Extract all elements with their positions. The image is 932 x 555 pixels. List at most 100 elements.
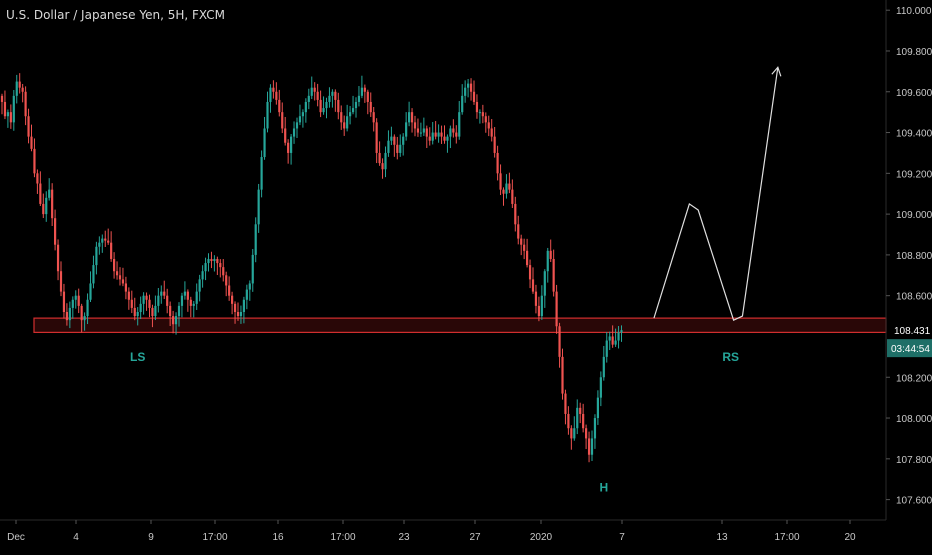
candle-body	[307, 95, 310, 102]
candle-body	[440, 132, 443, 137]
candle-body	[12, 95, 15, 123]
candle-body	[558, 326, 561, 357]
candle-body	[328, 95, 331, 102]
candle-body	[3, 101, 7, 117]
candle-body	[617, 332, 620, 341]
candle-body	[56, 244, 60, 272]
candle-body	[405, 122, 408, 137]
price-tick-label: 109.400	[896, 129, 932, 140]
candle-body	[514, 203, 517, 225]
candle-body	[198, 279, 201, 292]
candle-body	[254, 224, 257, 255]
time-tick-label: Dec	[7, 532, 25, 543]
candle-body	[387, 140, 390, 153]
candle-body	[127, 291, 130, 300]
candle-body	[490, 128, 493, 137]
candle-body	[245, 289, 248, 300]
candle-body	[110, 242, 113, 259]
candles	[0, 73, 623, 463]
candle-body	[363, 87, 366, 92]
candle-body	[537, 305, 540, 317]
candle-body	[207, 258, 210, 264]
price-tick-label: 110.000	[896, 6, 932, 17]
candle-body	[180, 295, 184, 306]
candle-body	[449, 128, 452, 137]
candle-body	[437, 132, 440, 137]
candle-body	[393, 136, 396, 145]
candle-body	[210, 258, 213, 262]
candle-body	[36, 173, 39, 184]
candle-body	[419, 132, 422, 134]
candle-body	[160, 291, 163, 296]
candle-body	[464, 87, 467, 96]
candle-body	[231, 295, 234, 304]
candle-body	[222, 267, 225, 276]
candle-body	[257, 189, 260, 225]
price-tick-label: 109.800	[896, 47, 932, 58]
time-tick-label: 17:00	[774, 532, 799, 543]
candle-body	[133, 307, 136, 317]
pattern-label-rs: RS	[722, 350, 739, 364]
candle-body	[272, 87, 275, 92]
candle-body	[186, 291, 189, 300]
candle-body	[467, 83, 470, 88]
candle-body	[292, 128, 296, 137]
candle-body	[225, 275, 228, 286]
time-tick-label: 17:00	[330, 532, 355, 543]
projection-arrowhead	[771, 66, 782, 77]
candle-body	[552, 258, 555, 292]
candle-body	[113, 258, 116, 272]
candle-body	[260, 157, 263, 190]
countdown-bg	[887, 339, 932, 358]
candle-body	[534, 291, 538, 306]
time-tick-label: 7	[619, 532, 625, 543]
candle-body	[579, 407, 582, 414]
candle-body	[269, 87, 272, 102]
time-tick-label: 16	[272, 532, 284, 543]
candle-body	[384, 152, 387, 170]
candle-body	[354, 101, 358, 109]
candle-body	[531, 279, 535, 292]
candle-body	[145, 295, 148, 300]
candle-body	[319, 99, 322, 113]
candle-body	[92, 265, 95, 284]
candle-body	[422, 128, 425, 133]
candle-body	[366, 91, 369, 102]
symbol-title: U.S. Dollar / Japanese Yen, 5H, FXCM	[6, 8, 225, 22]
candle-body	[104, 238, 107, 241]
candle-body	[18, 81, 21, 88]
candle-body	[620, 330, 623, 333]
candle-body	[428, 136, 431, 141]
candle-body	[107, 240, 110, 243]
candle-body	[484, 116, 487, 123]
candle-body	[502, 189, 505, 194]
candle-body	[443, 136, 446, 141]
candle-body	[101, 238, 104, 243]
candle-body	[351, 108, 355, 113]
candle-body	[71, 299, 74, 308]
candle-body	[408, 112, 411, 123]
candle-body	[452, 128, 455, 133]
candle-body	[290, 136, 293, 153]
candle-body	[523, 244, 526, 251]
candle-body	[546, 250, 549, 272]
candle-body	[54, 218, 57, 245]
price-tick-label: 109.200	[896, 169, 932, 180]
time-tick-label: 9	[148, 532, 154, 543]
candle-body	[172, 316, 175, 325]
candle-body	[42, 203, 45, 215]
candle-body	[425, 128, 428, 137]
candle-body	[346, 116, 349, 129]
candle-body	[478, 112, 481, 114]
candle-body	[136, 312, 139, 317]
candle-body	[555, 291, 558, 327]
candle-body	[493, 136, 496, 153]
candle-body	[39, 183, 42, 204]
price-tick-label: 109.000	[896, 210, 932, 221]
candle-body	[248, 283, 251, 290]
candle-body	[98, 242, 101, 247]
candle-body	[499, 173, 502, 190]
candle-body	[316, 91, 319, 100]
candle-body	[455, 132, 458, 137]
candle-body	[528, 265, 532, 280]
